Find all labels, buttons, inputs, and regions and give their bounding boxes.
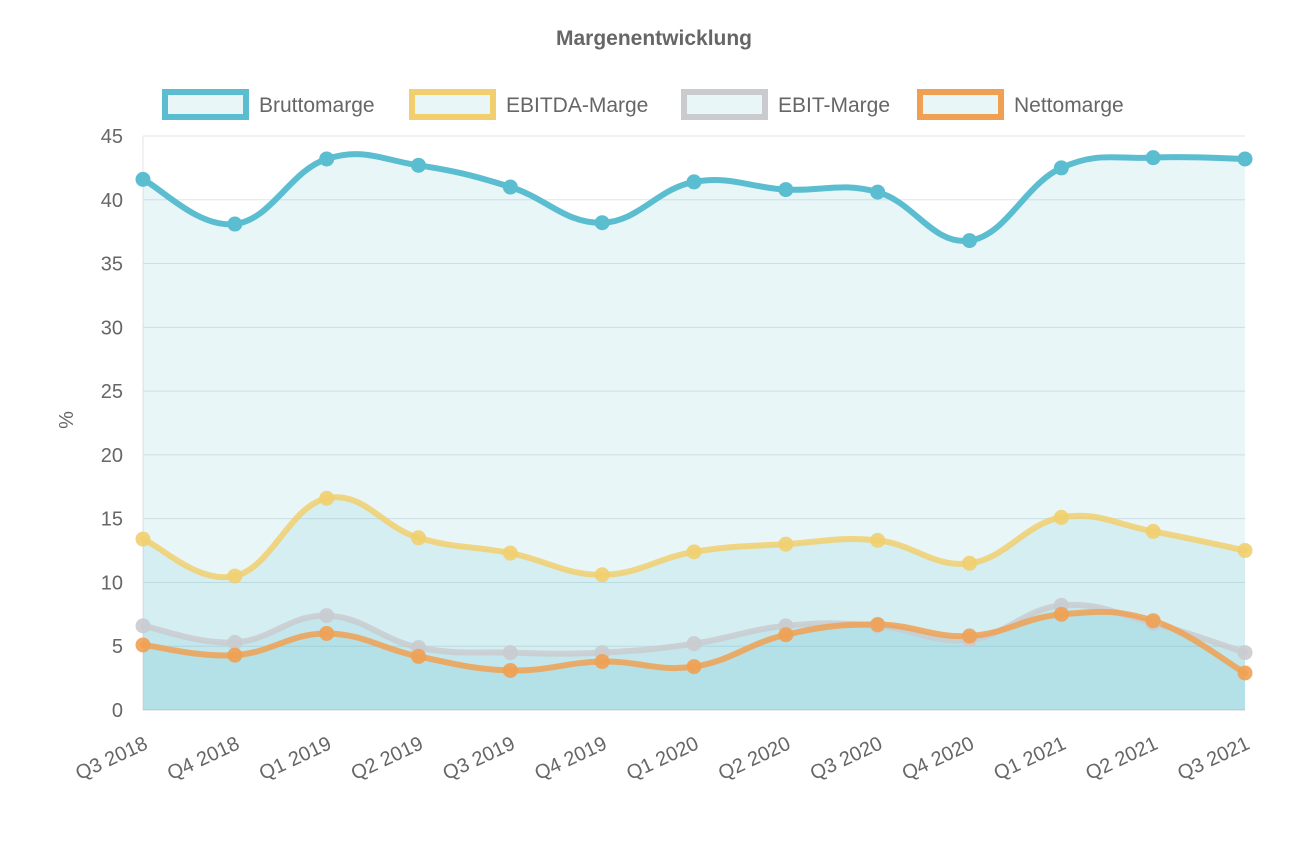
legend-item-ebitda-marge[interactable]: EBITDA-Marge	[409, 89, 648, 120]
data-point-ebit-marge-q3-2018[interactable]	[135, 618, 151, 634]
data-point-nettomarge-q3-2019[interactable]	[502, 662, 518, 678]
data-point-ebitda-marge-q3-2020[interactable]	[870, 532, 886, 548]
data-point-ebitda-marge-q3-2018[interactable]	[135, 531, 151, 547]
data-point-ebitda-marge-q4-2019[interactable]	[594, 567, 610, 583]
data-point-nettomarge-q2-2021[interactable]	[1145, 613, 1161, 629]
legend-item-ebit-marge[interactable]: EBIT-Marge	[681, 89, 890, 120]
data-points	[135, 150, 1253, 681]
legend-label: EBITDA-Marge	[506, 94, 648, 117]
x-tick-label: Q3 2021	[1174, 733, 1253, 785]
y-tick-label: 25	[101, 381, 123, 403]
data-point-nettomarge-q3-2018[interactable]	[135, 637, 151, 653]
y-tick-label: 15	[101, 509, 123, 531]
x-tick-label: Q4 2019	[531, 733, 610, 785]
y-axis-label: %	[56, 411, 78, 429]
data-point-ebitda-marge-q1-2019[interactable]	[319, 490, 335, 506]
data-point-ebitda-marge-q3-2021[interactable]	[1237, 543, 1253, 559]
data-point-ebitda-marge-q2-2019[interactable]	[411, 530, 426, 546]
x-tick-label: Q1 2019	[256, 733, 335, 785]
data-point-nettomarge-q1-2019[interactable]	[319, 625, 335, 641]
y-tick-label: 35	[101, 254, 123, 276]
x-tick-label: Q2 2021	[1082, 733, 1161, 785]
legend-label: Nettomarge	[1014, 94, 1124, 117]
data-point-bruttomarge-q3-2020[interactable]	[870, 184, 886, 200]
data-point-nettomarge-q4-2019[interactable]	[594, 654, 610, 670]
y-tick-label: 45	[101, 126, 123, 148]
data-point-nettomarge-q2-2019[interactable]	[411, 648, 426, 664]
legend-item-bruttomarge[interactable]: Bruttomarge	[162, 89, 375, 120]
x-tick-label: Q2 2020	[715, 733, 794, 785]
data-point-bruttomarge-q2-2020[interactable]	[778, 182, 794, 198]
x-tick-label: Q1 2020	[623, 733, 702, 785]
data-point-nettomarge-q2-2020[interactable]	[778, 627, 794, 643]
data-point-bruttomarge-q1-2021[interactable]	[1053, 160, 1069, 176]
data-point-bruttomarge-q1-2019[interactable]	[319, 151, 335, 167]
y-tick-label: 30	[101, 317, 123, 339]
y-axis-ticks: 0 5 10 15 20 25 30 35 40 45	[101, 126, 123, 722]
data-point-nettomarge-q1-2020[interactable]	[686, 659, 702, 675]
data-point-ebit-marge-q1-2019[interactable]	[319, 608, 335, 624]
data-point-bruttomarge-q3-2021[interactable]	[1237, 151, 1253, 167]
legend-swatch	[917, 89, 1004, 120]
data-point-ebitda-marge-q1-2020[interactable]	[686, 544, 702, 560]
area-ebit-marge	[143, 604, 1245, 710]
legend-swatch	[162, 89, 249, 120]
data-point-bruttomarge-q4-2020[interactable]	[962, 233, 977, 249]
x-tick-label: Q4 2018	[164, 733, 243, 785]
area-bruttomarge	[143, 154, 1245, 710]
x-axis-ticks: Q3 2018 Q4 2018 Q1 2019 Q2 2019 Q3 2019 Q4 20…	[72, 733, 1253, 785]
y-tick-label: 20	[101, 445, 123, 467]
chart-title: Margenentwicklung	[556, 27, 752, 50]
x-tick-label: Q2 2019	[348, 733, 427, 785]
data-point-ebitda-marge-q1-2021[interactable]	[1053, 509, 1069, 525]
data-point-nettomarge-q4-2018[interactable]	[227, 647, 243, 663]
x-tick-label: Q3 2018	[72, 733, 151, 785]
data-point-ebitda-marge-q4-2018[interactable]	[227, 568, 243, 584]
legend-item-nettomarge[interactable]: Nettomarge	[917, 89, 1124, 120]
data-point-ebitda-marge-q4-2020[interactable]	[962, 555, 977, 571]
area-fills	[143, 154, 1245, 710]
data-point-bruttomarge-q3-2019[interactable]	[502, 179, 518, 195]
legend-swatch	[681, 89, 768, 120]
data-point-nettomarge-q4-2020[interactable]	[962, 628, 977, 644]
grid	[142, 135, 1245, 711]
x-tick-label: Q1 2021	[991, 733, 1070, 785]
data-point-ebitda-marge-q2-2020[interactable]	[778, 536, 794, 552]
data-point-ebit-marge-q3-2019[interactable]	[502, 645, 518, 661]
legend-label: EBIT-Marge	[778, 94, 890, 117]
legend-label: Bruttomarge	[259, 94, 375, 117]
data-point-ebitda-marge-q2-2021[interactable]	[1145, 523, 1161, 539]
data-point-bruttomarge-q1-2020[interactable]	[686, 174, 702, 190]
y-tick-label: 0	[112, 700, 123, 722]
data-point-nettomarge-q3-2021[interactable]	[1237, 665, 1253, 681]
y-tick-label: 10	[101, 572, 123, 594]
data-point-bruttomarge-q3-2018[interactable]	[135, 171, 151, 187]
data-point-bruttomarge-q2-2019[interactable]	[411, 157, 426, 173]
legend: Bruttomarge EBITDA-Marge EBIT-Marge Nettoma…	[162, 89, 1124, 120]
data-point-bruttomarge-q2-2021[interactable]	[1145, 150, 1161, 166]
data-point-ebit-marge-q1-2020[interactable]	[686, 636, 702, 652]
data-point-nettomarge-q3-2020[interactable]	[870, 617, 886, 633]
x-tick-label: Q4 2020	[899, 733, 978, 785]
data-point-ebit-marge-q3-2021[interactable]	[1237, 645, 1253, 661]
y-tick-label: 40	[101, 190, 123, 212]
data-point-ebit-marge-q4-2018[interactable]	[227, 634, 243, 650]
x-tick-label: Q3 2019	[440, 733, 519, 785]
data-point-bruttomarge-q4-2019[interactable]	[594, 215, 610, 231]
legend-swatch	[409, 89, 496, 120]
x-tick-label: Q3 2020	[807, 733, 886, 785]
data-point-bruttomarge-q4-2018[interactable]	[227, 216, 243, 232]
data-point-nettomarge-q1-2021[interactable]	[1053, 606, 1069, 622]
y-tick-label: 5	[112, 636, 123, 658]
data-point-ebitda-marge-q3-2019[interactable]	[502, 545, 518, 561]
